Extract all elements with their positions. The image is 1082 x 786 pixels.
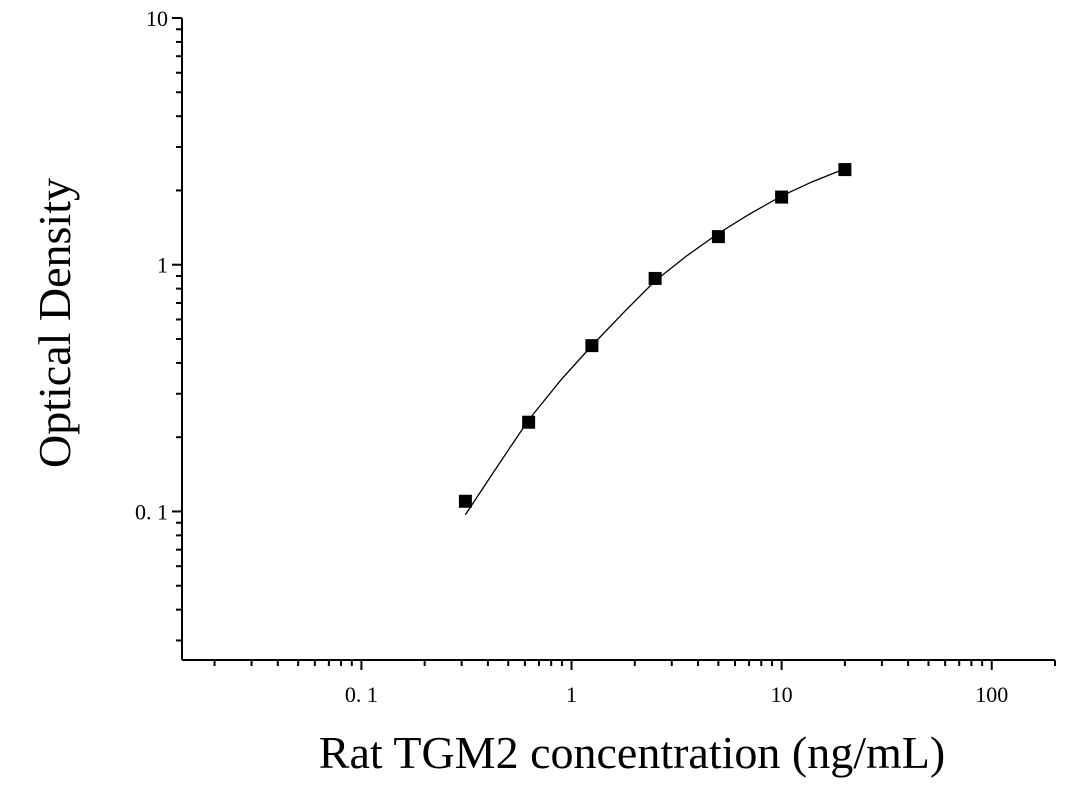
axes: 0. 1 1 10 100 0. 1 1 10 [135, 6, 1056, 707]
data-point [585, 339, 599, 353]
y-tick-label: 10 [146, 6, 168, 31]
y-tick-label: 1 [157, 253, 168, 278]
x-tick-label: 1 [566, 682, 577, 707]
data-point [775, 190, 789, 204]
x-tick-label: 10 [771, 682, 793, 707]
x-tick-label: 0. 1 [345, 682, 378, 707]
data-point [838, 163, 852, 177]
data-point [711, 230, 725, 244]
data-point [458, 494, 472, 508]
x-axis-title: Rat TGM2 concentration (ng/mL) [319, 727, 945, 778]
data-points-group [458, 163, 852, 508]
data-point [648, 271, 662, 285]
x-tick-label: 100 [975, 682, 1008, 707]
y-axis-title: Optical Density [29, 178, 80, 468]
fit-curve-group [464, 168, 846, 516]
y-tick-label: 0. 1 [135, 499, 168, 524]
data-point [522, 415, 536, 429]
fit-curve-line [464, 168, 846, 516]
